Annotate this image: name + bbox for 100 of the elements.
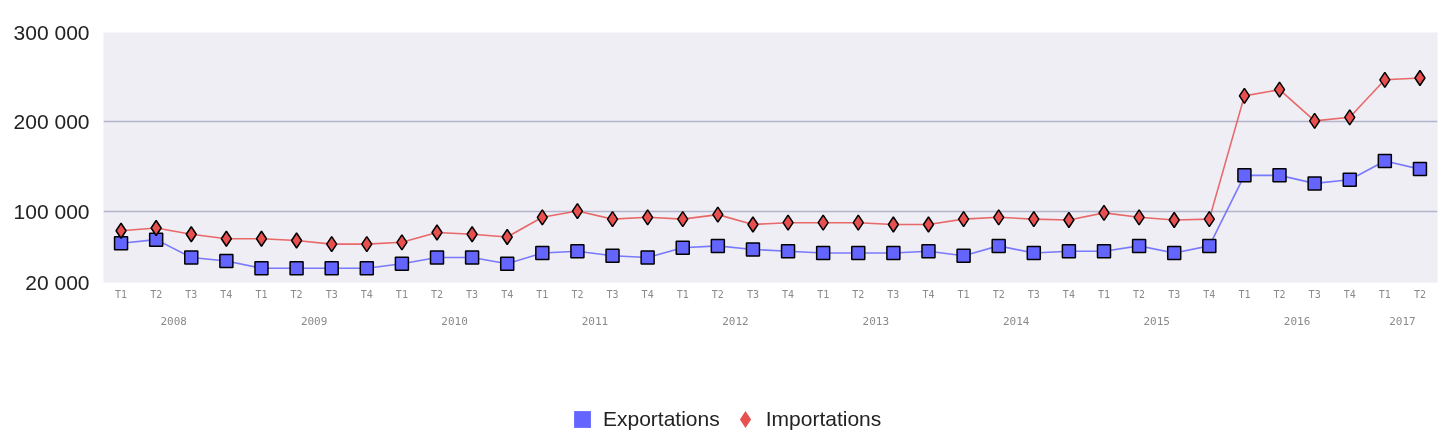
point [1061,244,1077,259]
point [431,224,443,241]
point [640,250,655,265]
point [815,245,831,261]
point [1237,168,1252,183]
x2-tick-label: 2008 [160,314,187,328]
point [957,210,970,228]
x2-tick-label: 2016 [1283,314,1311,328]
point [184,250,199,265]
point [886,245,901,261]
x-tick-label: T3 [466,288,479,300]
point [782,214,794,231]
point [605,248,620,263]
point [992,209,1005,226]
point [148,232,164,247]
point [1308,112,1321,130]
point [710,238,726,254]
x-tick-label: T2 [290,288,303,300]
point [1166,245,1182,261]
x-tick-label: T1 [676,288,689,300]
x-tick-label: T3 [1168,288,1181,300]
y-tick-label: 20 000 [25,271,90,294]
x-tick-label: T4 [782,288,795,300]
point [852,214,865,231]
point [1272,168,1287,183]
x-tick-label: T2 [571,288,584,300]
point [1342,172,1357,188]
point [1343,109,1356,126]
point [1131,238,1147,254]
x-tick-label: T4 [220,288,233,300]
y-tick-label: 200 000 [13,110,90,134]
point [535,245,550,261]
x-tick-label: T1 [1238,288,1251,300]
x-tick-label: T3 [1027,288,1040,300]
point [606,210,619,228]
x-tick-label: T2 [852,288,865,300]
x-tick-label: T1 [255,288,268,300]
x-tick-label: T3 [1308,288,1321,300]
x-tick-label: T1 [1097,288,1111,300]
point [922,216,935,233]
point [290,232,303,249]
point [570,244,585,259]
point [956,248,971,263]
x-tick-label: T3 [185,288,198,300]
x-tick-label: T3 [887,288,900,300]
point [1096,244,1112,259]
point [991,238,1006,254]
point [113,235,129,251]
x-tick-label: T3 [325,288,338,300]
point [747,216,759,233]
x2-tick-label: 2013 [862,314,890,328]
point [641,209,654,226]
legend-label: Exportations [603,407,720,431]
point [675,240,690,255]
point [185,226,198,243]
x-tick-label: T3 [746,288,759,300]
x2-tick-label: 2011 [581,314,609,328]
point [1026,245,1042,261]
point [921,244,936,259]
x-tick-label: T4 [641,288,654,300]
x-tick-label: T2 [1413,288,1426,300]
x-tick-label: T4 [1062,288,1075,300]
point [359,260,375,276]
x-tick-label: T1 [1378,288,1391,300]
x-tick-label: T1 [957,288,970,300]
x-tick-label: T4 [1343,288,1356,300]
point [536,209,549,226]
x-tick-label: T4 [360,288,373,300]
point [115,222,127,239]
x-tick-label: T4 [501,288,514,300]
x2-tick-label: 2010 [441,314,468,328]
point [255,230,268,247]
x-tick-label: T2 [992,288,1005,300]
point [1377,153,1393,169]
point [254,260,269,276]
x-tick-label: T2 [711,288,724,300]
point [571,202,584,220]
point [394,256,410,271]
point [1307,176,1322,191]
x2-tick-label: 2017 [1389,314,1416,328]
x2-tick-label: 2014 [1002,314,1030,328]
x2-tick-label: 2012 [722,314,749,328]
point [1133,209,1145,226]
x-tick-label: T2 [430,288,444,300]
x2-tick-label: 2015 [1143,314,1170,328]
x-tick-label: T1 [536,288,549,300]
x-tick-label: T1 [817,288,830,300]
x-tick-label: T1 [395,288,408,300]
x-tick-label: T2 [150,288,163,300]
legend-label: Importations [765,407,882,431]
point [466,226,478,243]
y-tick-label: 100 000 [13,199,90,223]
point [1273,81,1286,98]
point [780,244,796,259]
point [712,206,724,223]
point [676,210,689,228]
point [324,260,339,276]
point [887,216,900,233]
x2-tick-label: 2009 [300,314,328,328]
point [396,234,408,251]
